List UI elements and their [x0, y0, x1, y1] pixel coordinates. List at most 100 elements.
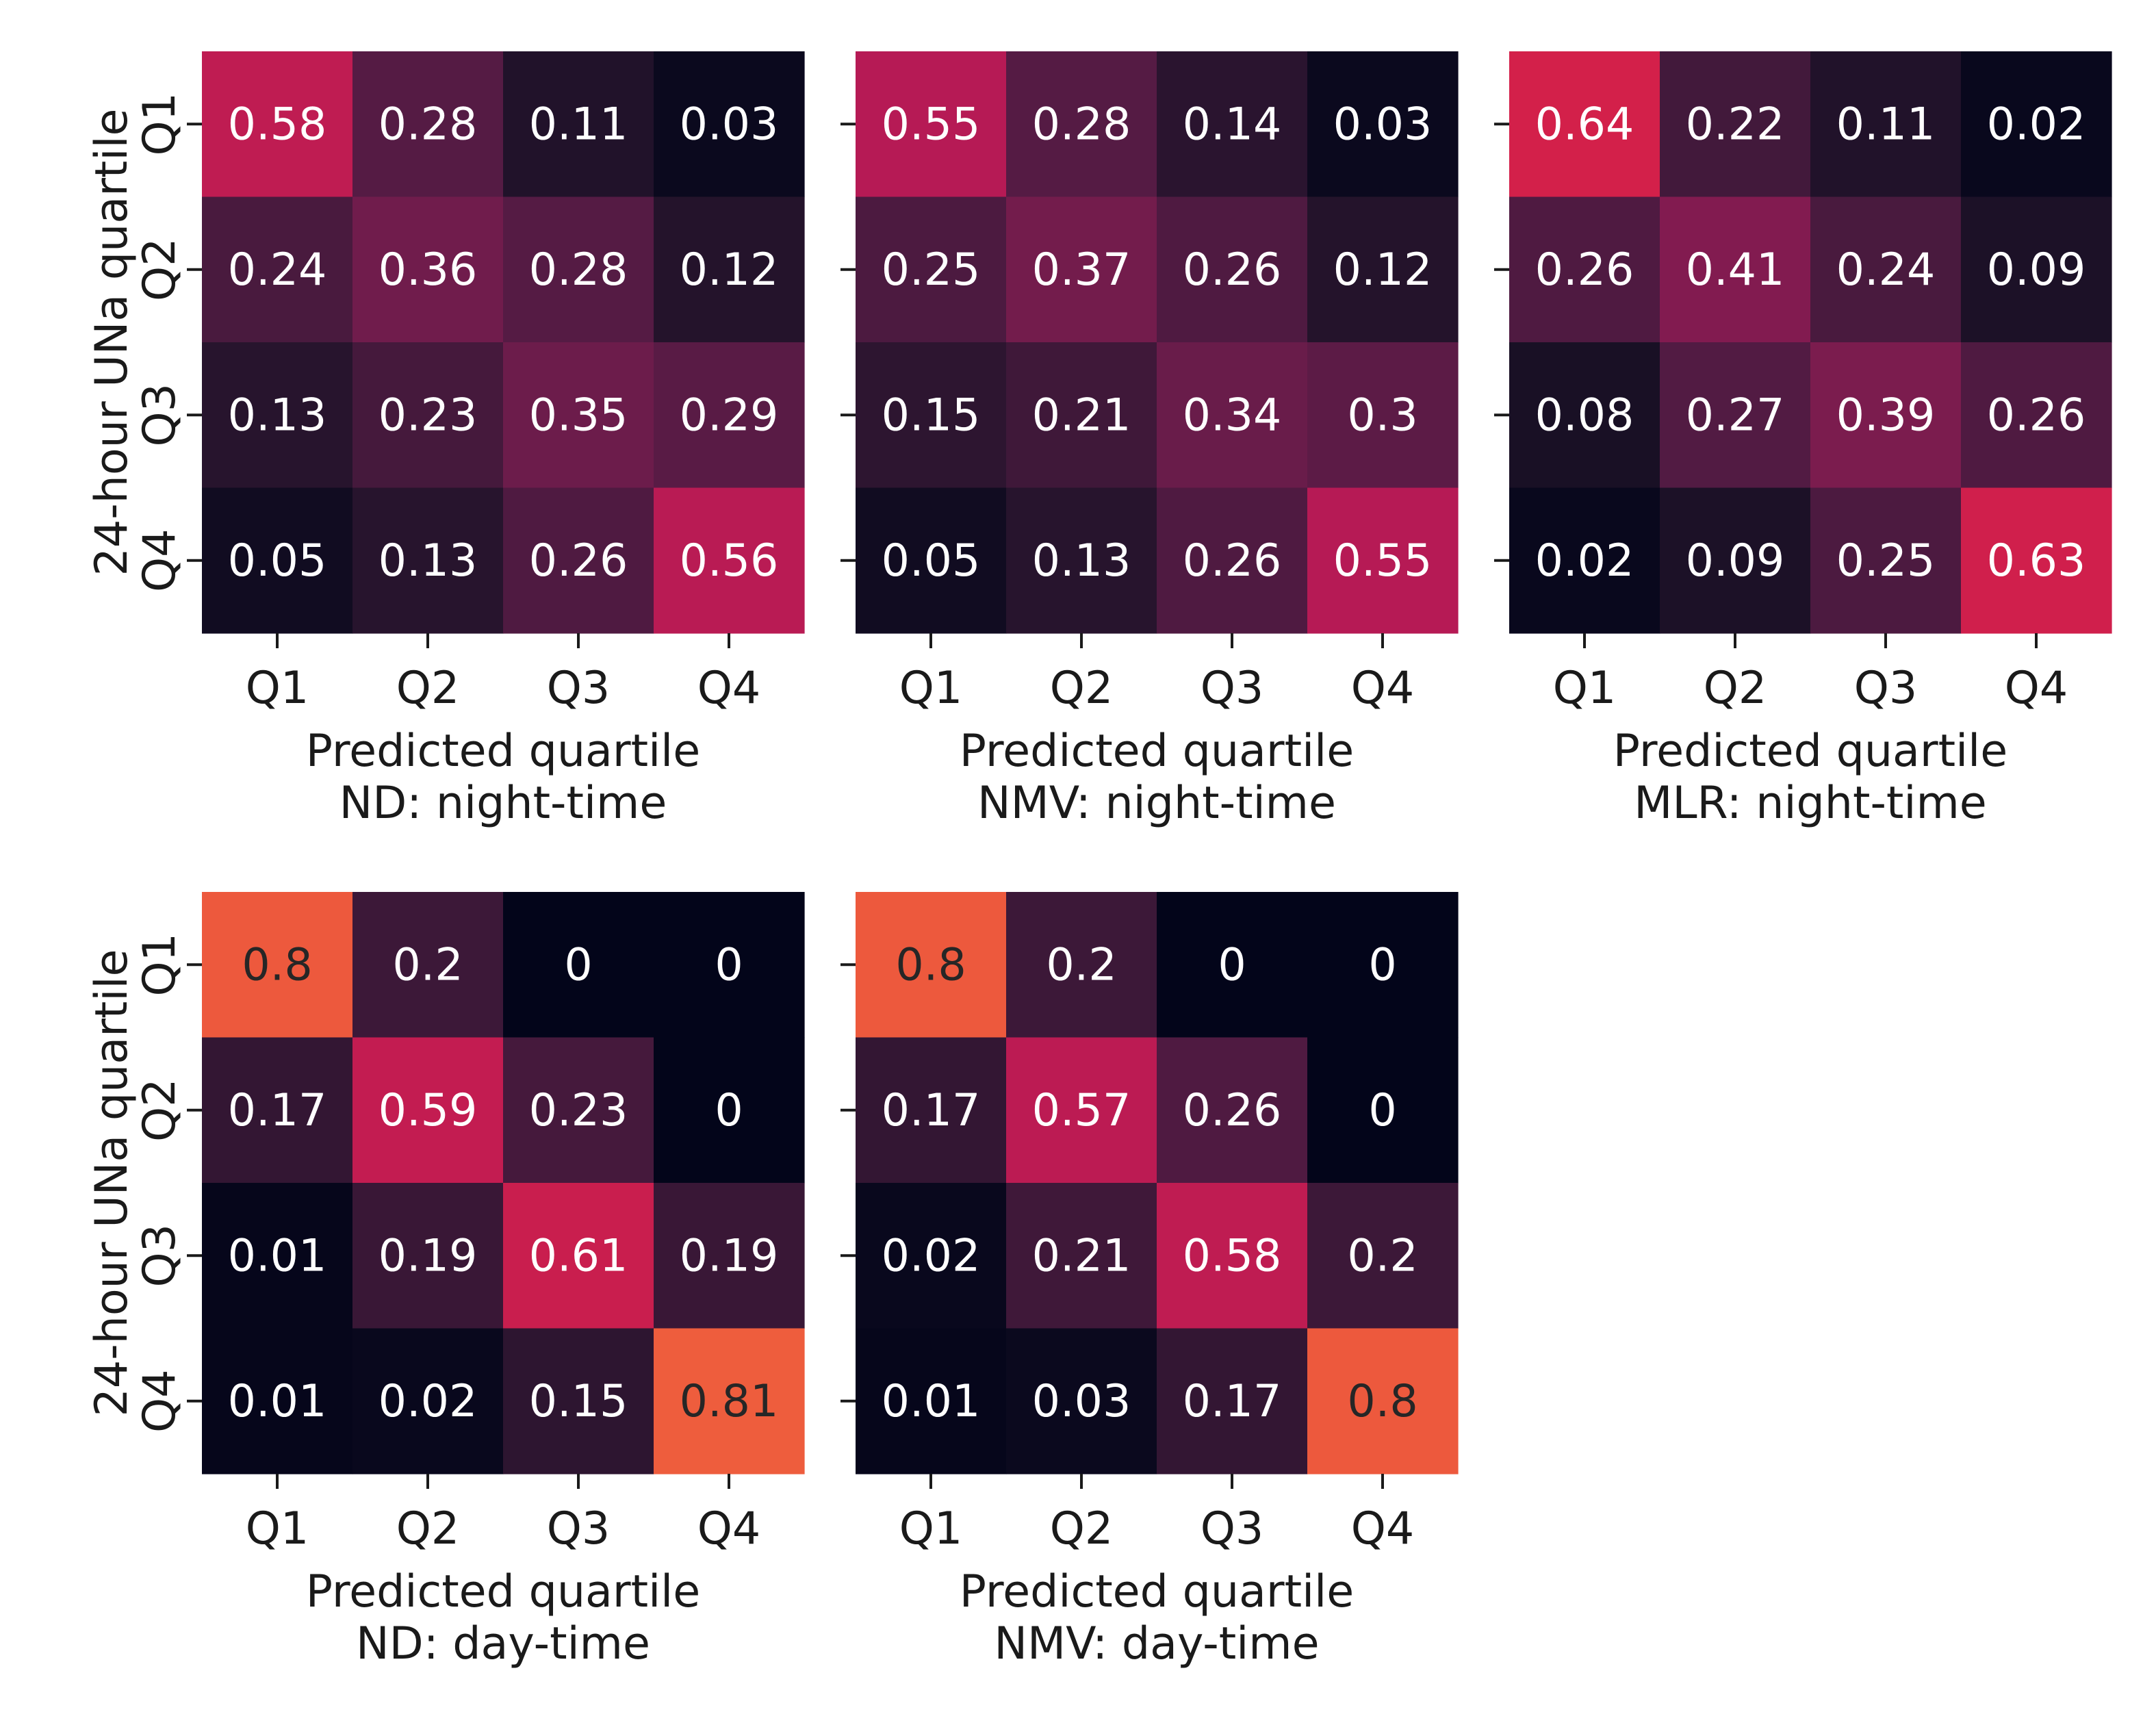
heatmap-cell — [1660, 487, 1811, 634]
heatmap-cell — [856, 487, 1007, 634]
heatmap-cell — [1810, 342, 1962, 489]
heatmap-cell — [352, 342, 504, 489]
x-axis-label-line-2: ND: night-time — [339, 778, 667, 829]
cell-value-label: 0.15 — [882, 389, 981, 441]
x-axis-label-line-2: NMV: night-time — [977, 778, 1336, 829]
cell-value-label: 0.01 — [228, 1230, 327, 1281]
cell-value-label: 0.63 — [1987, 535, 2086, 587]
y-axis-ticks: Q1 Q2 Q3 Q4 — [134, 92, 202, 592]
cell-value-label: 0.2 — [1347, 1230, 1417, 1281]
cell-value-label: 0.34 — [1183, 389, 1282, 441]
cell-value-label: 0.28 — [529, 244, 628, 296]
cell-value-label: 0.02 — [882, 1230, 981, 1281]
cell-value-label: 0.28 — [378, 99, 478, 150]
heatmap-cell — [856, 342, 1007, 489]
heatmap-cell — [503, 196, 654, 343]
x-tick-label: Q2 — [1050, 1503, 1114, 1555]
x-tick-label: Q4 — [697, 1503, 761, 1555]
heatmap-cell — [503, 342, 654, 489]
heatmap-cell — [503, 1183, 654, 1329]
x-tick-label: Q3 — [1201, 663, 1264, 714]
y-tick-label: Q1 — [134, 933, 185, 997]
x-axis-ticks: Q1 Q2 Q3 Q4 — [899, 1474, 1414, 1555]
cell-value-label: 0 — [1218, 939, 1246, 991]
cell-value-label: 0.26 — [1183, 535, 1282, 587]
cell-value-label: 0.58 — [228, 99, 327, 150]
heatmap-cell — [1660, 342, 1811, 489]
cell-value-label: 0.24 — [1836, 244, 1936, 296]
cell-value-label: 0.13 — [1032, 535, 1131, 587]
cell-value-label: 0.02 — [378, 1376, 478, 1427]
heatmap-cell — [1006, 1037, 1157, 1184]
cell-value-label: 0.14 — [1183, 99, 1282, 150]
x-tick-label: Q3 — [547, 663, 611, 714]
heatmap-cell — [1157, 487, 1308, 634]
heatmap-cells: 0.8 0.2 0 0 0.17 0.59 0.23 0 0.01 0.19 0.61 0.19 0.0… — [202, 892, 805, 1474]
cell-value-label: 0.15 — [529, 1376, 628, 1427]
heatmap-cell — [1157, 51, 1308, 198]
cell-value-label: 0.05 — [228, 535, 327, 587]
y-tick-label: Q4 — [134, 1369, 185, 1433]
heatmap-cell — [1157, 1037, 1308, 1184]
cell-value-label: 0.26 — [1183, 1085, 1282, 1136]
heatmap-panel-nmv-night: 0.55 0.28 0.14 0.03 0.25 0.37 0.26 0.12 0.15 0.21… — [840, 51, 1459, 829]
cell-value-label: 0.12 — [680, 244, 779, 296]
heatmap-cell — [1006, 51, 1157, 198]
heatmap-cell — [1307, 1183, 1459, 1329]
cell-value-label: 0.64 — [1535, 99, 1634, 150]
cell-value-label: 0.41 — [1686, 244, 1785, 296]
heatmap-cell — [1006, 1328, 1157, 1474]
cell-value-label: 0.13 — [228, 389, 327, 441]
heatmap-cell — [352, 487, 504, 634]
heatmap-cell — [1961, 342, 2112, 489]
cell-value-label: 0.8 — [242, 939, 312, 991]
heatmap-cell — [856, 892, 1007, 1038]
x-tick-label: Q4 — [1351, 663, 1415, 714]
heatmap-cell — [654, 342, 805, 489]
cell-value-label: 0.17 — [882, 1085, 981, 1136]
heatmap-cell — [856, 51, 1007, 198]
cell-value-label: 0.19 — [680, 1230, 779, 1281]
cell-value-label: 0.35 — [529, 389, 628, 441]
y-tick-label: Q2 — [134, 238, 185, 301]
y-tick-label: Q2 — [134, 1078, 185, 1142]
heatmap-cell — [202, 487, 353, 634]
cell-value-label: 0.08 — [1535, 389, 1634, 441]
cell-value-label: 0.12 — [1333, 244, 1433, 296]
x-axis-label-line-2: NMV: day-time — [994, 1618, 1319, 1670]
cell-value-label: 0.13 — [378, 535, 478, 587]
cell-value-label: 0.19 — [378, 1230, 478, 1281]
cell-value-label: 0.02 — [1535, 535, 1634, 587]
x-axis-label-line-1: Predicted quartile — [306, 1566, 700, 1618]
cell-value-label: 0.23 — [529, 1085, 628, 1136]
heatmap-cell — [1810, 51, 1962, 198]
heatmap-cell — [856, 196, 1007, 343]
heatmap-cell — [1006, 342, 1157, 489]
x-axis-label-line-1: Predicted quartile — [960, 1566, 1354, 1618]
heatmap-cell — [503, 51, 654, 198]
y-axis-ticks — [1494, 123, 1509, 562]
heatmap-cells: 0.55 0.28 0.14 0.03 0.25 0.37 0.26 0.12 0.15 0.21… — [856, 51, 1459, 634]
heatmap-cell — [1157, 892, 1308, 1038]
heatmap-cell — [654, 892, 805, 1038]
cell-value-label: 0.17 — [1183, 1376, 1282, 1427]
heatmap-cell — [1660, 51, 1811, 198]
x-tick-label: Q1 — [899, 663, 963, 714]
heatmap-cell — [202, 1328, 353, 1474]
cell-value-label: 0 — [1368, 939, 1396, 991]
heatmap-cell — [1509, 51, 1660, 198]
cell-value-label: 0.24 — [228, 244, 327, 296]
heatmap-cell — [503, 1328, 654, 1474]
y-axis-ticks — [840, 963, 856, 1403]
cell-value-label: 0.8 — [895, 939, 966, 991]
heatmap-cell — [202, 342, 353, 489]
heatmap-cell — [1157, 1328, 1308, 1474]
x-axis-ticks: Q1 Q2 Q3 Q4 — [246, 633, 761, 714]
heatmap-cell — [1006, 196, 1157, 343]
cell-value-label: 0.36 — [378, 244, 478, 296]
x-axis-ticks: Q1 Q2 Q3 Q4 — [1553, 633, 2068, 714]
x-tick-label: Q4 — [697, 663, 761, 714]
cell-value-label: 0.61 — [529, 1230, 628, 1281]
cell-value-label: 0 — [564, 939, 592, 991]
heatmap-cell — [1307, 1328, 1459, 1474]
